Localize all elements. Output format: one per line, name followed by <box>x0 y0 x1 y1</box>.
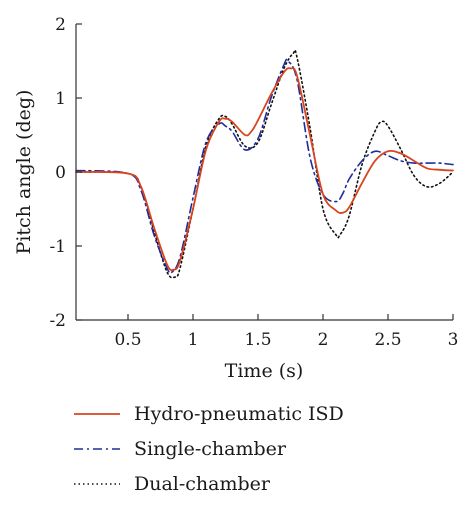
series-line-dual-chamber <box>75 49 454 279</box>
x-axis-title: Time (s) <box>225 360 304 382</box>
y-tick-label: -1 <box>49 237 66 257</box>
x-tick-label: 2 <box>318 330 329 350</box>
y-tick-label: 2 <box>55 15 66 35</box>
axes: -2 -1 0 1 2 0.5 1 1.5 2 2.5 3 <box>49 15 458 350</box>
x-tick-label: 1 <box>188 330 199 350</box>
x-tick-label: 1.5 <box>244 330 271 350</box>
x-tick-label: 2.5 <box>374 330 401 350</box>
x-tick-label: 3 <box>448 330 459 350</box>
x-tick-label: 0.5 <box>114 330 141 350</box>
legend-label-dual-chamber: Dual-chamber <box>134 473 271 495</box>
series-line-single-chamber <box>75 58 454 274</box>
legend-label-single-chamber: Single-chamber <box>134 438 287 460</box>
y-axis-title: Pitch angle (deg) <box>13 90 35 255</box>
legend-label-hydro-pneumatic-isd: Hydro-pneumatic ISD <box>134 403 344 425</box>
y-tick-label: 0 <box>55 163 66 183</box>
legend: Hydro-pneumatic ISD Single-chamber Dual-ch… <box>74 403 344 495</box>
series-line-hydro-pneumatic-isd <box>75 67 454 272</box>
y-tick-label: -2 <box>49 311 66 331</box>
plot-area <box>75 49 454 279</box>
y-tick-label: 1 <box>55 89 66 109</box>
